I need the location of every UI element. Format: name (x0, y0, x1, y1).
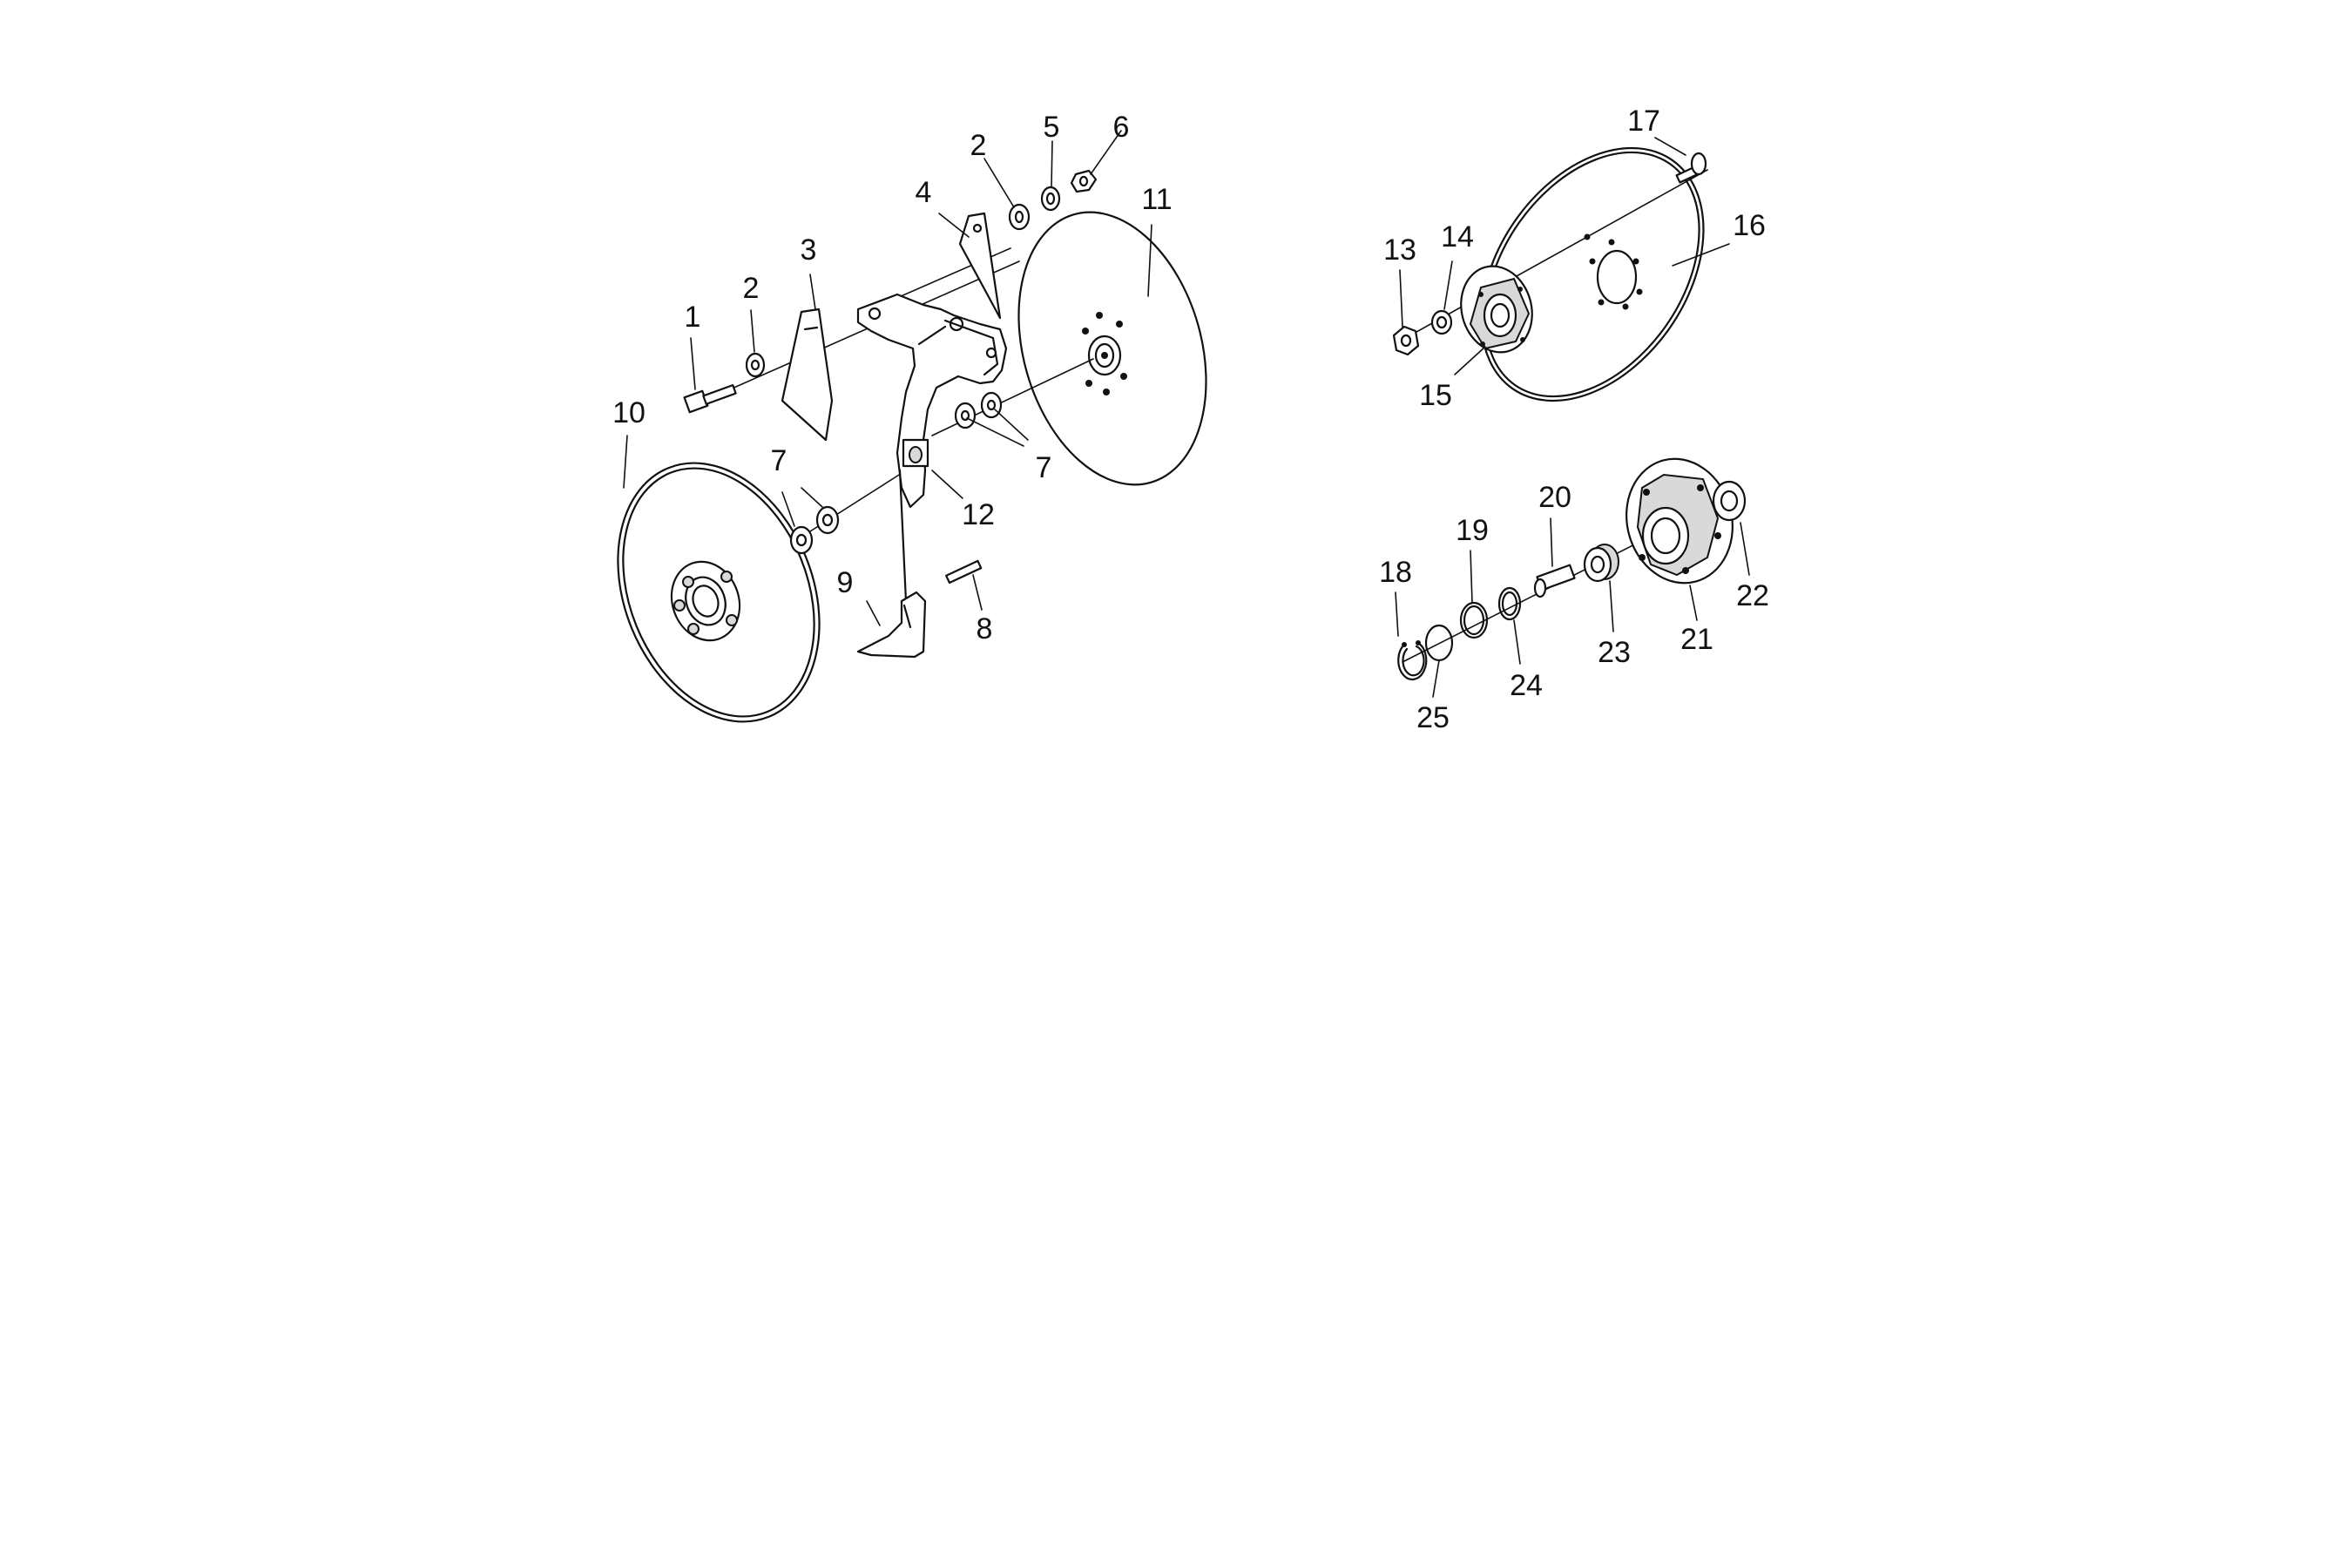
callout-10: 10 (612, 396, 645, 429)
part-23-bearing (1583, 544, 1619, 583)
callout-22: 22 (1736, 579, 1769, 612)
callout-16: 16 (1733, 209, 1766, 242)
part-7-washer-left-b (815, 505, 840, 535)
part-7-washer-left-a (789, 525, 814, 555)
callout-21: 21 (1680, 623, 1713, 656)
leaders-left (623, 130, 1152, 626)
callout-11: 11 (1141, 183, 1172, 216)
part-7-washer-right-a (954, 402, 977, 429)
callout-17: 17 (1627, 105, 1660, 138)
part-13-nut (1392, 325, 1420, 356)
part-5-lock-washer (1040, 186, 1061, 212)
callout-2-left: 2 (743, 272, 760, 305)
upper-right-assembly (1392, 137, 1730, 402)
part-2-washer-a (745, 352, 766, 378)
axis-line-upper-right (1402, 169, 1708, 341)
part-9-tine-shoe (856, 469, 927, 659)
part-18-circlip (1397, 640, 1428, 680)
callout-5: 5 (1044, 111, 1060, 144)
part-21-hub (1625, 457, 1734, 585)
callout-1: 1 (685, 301, 701, 334)
callout-9: 9 (837, 566, 854, 599)
part-12-arm-bracket (856, 293, 1008, 509)
callout-15: 15 (1419, 379, 1452, 412)
callout-labels: 1 2 3 4 2 5 6 11 10 7 7 12 9 8 17 16 13 … (612, 105, 1769, 734)
part-22-seal (1712, 480, 1747, 522)
callout-19: 19 (1456, 514, 1489, 547)
part-4-scraper-blade (958, 212, 1002, 320)
part-6-nut (1070, 169, 1098, 193)
part-8-pin (945, 559, 983, 585)
lower-right-assembly (1395, 457, 1750, 698)
callout-3: 3 (801, 233, 817, 267)
part-2-washer-b (1008, 203, 1031, 231)
callout-14: 14 (1441, 220, 1474, 253)
callout-6: 6 (1113, 111, 1130, 144)
left-assembly (617, 130, 1207, 723)
callout-20: 20 (1538, 481, 1571, 514)
callout-18: 18 (1379, 556, 1412, 589)
callout-7-left: 7 (771, 444, 787, 477)
part-7-washer-right-b (980, 391, 1003, 419)
callout-23: 23 (1598, 636, 1631, 669)
part-11-disc-right (1017, 211, 1207, 486)
part-1-bolt (683, 384, 737, 414)
part-17-bolt (1675, 152, 1707, 184)
part-3-scraper-plate (781, 308, 834, 442)
callout-8: 8 (977, 612, 993, 645)
part-10-disc-left (617, 462, 821, 723)
part-19-o-ring (1459, 601, 1489, 639)
leaders-lower-right (1395, 517, 1750, 698)
callout-13: 13 (1383, 233, 1416, 267)
callout-7-right: 7 (1036, 451, 1052, 484)
callout-2-top: 2 (970, 129, 987, 162)
part-16-disc (1480, 146, 1705, 402)
callout-4: 4 (916, 176, 932, 209)
callout-12: 12 (962, 498, 995, 531)
part-15-hub (1460, 265, 1533, 354)
part-14-washer (1430, 309, 1453, 335)
callout-24: 24 (1510, 669, 1543, 702)
leaders-upper-right (1399, 137, 1730, 375)
part-20-shaft (1533, 564, 1576, 598)
callout-25: 25 (1416, 701, 1450, 734)
part-24-ring (1497, 586, 1522, 621)
